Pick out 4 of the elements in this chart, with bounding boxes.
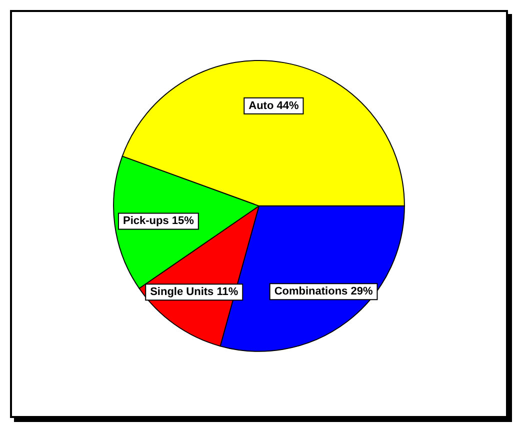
slice-label: Single Units 11% (150, 286, 238, 298)
slice-label: Pick-ups 15% (122, 215, 194, 228)
slice-label: Auto 44% (248, 100, 299, 112)
slice-label: Combinations 29% (274, 286, 373, 298)
